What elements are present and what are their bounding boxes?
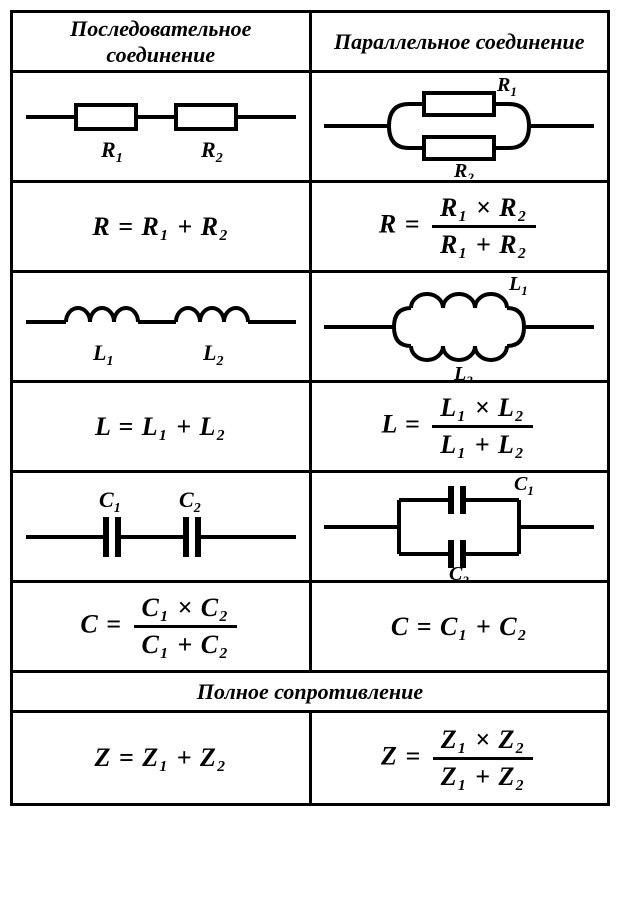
impedance-header-row: Полное сопротивление [13, 673, 607, 713]
l-par-lhs: L = [382, 409, 421, 438]
impedance-series-formula-cell: Z = Z₁ + Z₂ [13, 713, 309, 803]
label-r1-par: R1 [496, 74, 517, 99]
inductor-series-formula: L = L₁ + L₂ [95, 412, 226, 442]
impedance-parallel-formula: Z = Z₁ × Z₂ Z₁ + Z₂ [381, 725, 537, 792]
inductor-parallel-circuit: L1 L2 [319, 272, 599, 382]
z-par-frac: Z₁ × Z₂ Z₁ + Z₂ [433, 725, 534, 792]
l-par-num: L₁ × L₂ [432, 393, 533, 428]
c-ser-den: C₁ + C₂ [134, 628, 238, 660]
header-series: Последовательное соединение [13, 13, 309, 70]
z-ser-lhs: Z = [95, 743, 135, 772]
header-parallel: Параллельное соединение [309, 13, 608, 70]
impedance-series-formula: Z = Z₁ + Z₂ [95, 743, 227, 773]
impedance-header-text: Полное сопротивление [19, 679, 601, 704]
capacitor-parallel-circuit: C1 C2 [319, 472, 599, 582]
r-par-num: R₁ × R₂ [432, 193, 536, 228]
inductor-parallel-formula: L = L₁ × L₂ L₁ + L₂ [382, 393, 537, 460]
inductor-parallel-svg: L1 L2 [319, 272, 599, 382]
z-ser-rhs: Z₁ + Z₂ [142, 743, 227, 772]
label-l1: L1 [92, 340, 113, 369]
label-l2: L2 [202, 340, 223, 369]
header-series-text: Последовательное соединение [17, 16, 305, 67]
r-par-frac: R₁ × R₂ R₁ + R₂ [432, 193, 536, 260]
capacitor-formulas-row: C = C₁ × C₂ C₁ + C₂ C = C₁ + C₂ [13, 583, 607, 673]
capacitor-parallel-svg: C1 C2 [319, 472, 599, 582]
capacitor-circuits-row: C1 C2 [13, 473, 607, 583]
impedance-parallel-formula-cell: Z = Z₁ × Z₂ Z₁ + Z₂ [309, 713, 608, 803]
resistor-formulas-row: R = R₁ + R₂ R = R₁ × R₂ R₁ + R₂ [13, 183, 607, 273]
label-r2-par: R2 [453, 160, 474, 179]
l-par-frac: L₁ × L₂ L₁ + L₂ [432, 393, 533, 460]
resistor-series-formula: R = R₁ + R₂ [92, 212, 229, 242]
z-par-den: Z₁ + Z₂ [433, 760, 534, 792]
inductor-parallel-formula-cell: L = L₁ × L₂ L₁ + L₂ [309, 383, 608, 470]
inductor-series-cell: L1 L2 [13, 273, 309, 380]
header-row: Последовательное соединение Параллельное… [13, 13, 607, 73]
label-c2-par: C2 [449, 563, 469, 582]
capacitor-series-formula: C = C₁ × C₂ C₁ + C₂ [80, 593, 241, 660]
resistor-parallel-circuit: R1 R2 [319, 74, 599, 179]
inductor-formulas-row: L = L₁ + L₂ L = L₁ × L₂ L₁ + L₂ [13, 383, 607, 473]
c-ser-lhs: C = [80, 609, 122, 638]
l-ser-rhs: L₁ + L₂ [142, 412, 227, 441]
inductor-series-formula-cell: L = L₁ + L₂ [13, 383, 309, 470]
label-r1: R1 [100, 137, 123, 166]
label-r2: R2 [200, 137, 223, 166]
impedance-header-cell: Полное сопротивление [13, 673, 607, 710]
l-par-den: L₁ + L₂ [432, 428, 533, 460]
resistor-parallel-svg: R1 R2 [319, 74, 599, 179]
r-par-lhs: R = [379, 209, 421, 238]
capacitor-parallel-formula-cell: C = C₁ + C₂ [309, 583, 608, 670]
capacitor-series-cell: C1 C2 [13, 473, 309, 580]
label-c2: C2 [179, 487, 201, 516]
resistor-parallel-formula-cell: R = R₁ × R₂ R₁ + R₂ [309, 183, 608, 270]
resistor-parallel-cell: R1 R2 [309, 73, 608, 180]
label-c1-par: C1 [514, 473, 534, 498]
label-c1: C1 [99, 487, 121, 516]
connections-table: Последовательное соединение Параллельное… [10, 10, 610, 806]
resistor-series-cell: R1 R2 [13, 73, 309, 180]
resistor-series-circuit: R1 R2 [21, 82, 301, 172]
inductor-parallel-cell: L1 L2 [309, 273, 608, 380]
resistor-parallel-formula: R = R₁ × R₂ R₁ + R₂ [379, 193, 540, 260]
capacitor-series-formula-cell: C = C₁ × C₂ C₁ + C₂ [13, 583, 309, 670]
r-par-den: R₁ + R₂ [432, 228, 536, 260]
z-par-num: Z₁ × Z₂ [433, 725, 534, 760]
capacitor-parallel-cell: C1 C2 [309, 473, 608, 580]
c-par-lhs: C = [391, 612, 433, 641]
resistor-series-formula-cell: R = R₁ + R₂ [13, 183, 309, 270]
c-ser-num: C₁ × C₂ [134, 593, 238, 628]
c-par-rhs: C₁ + C₂ [440, 612, 528, 641]
r-ser-lhs: R = [92, 212, 134, 241]
capacitor-series-svg: C1 C2 [21, 482, 301, 572]
c-ser-frac: C₁ × C₂ C₁ + C₂ [134, 593, 238, 660]
capacitor-parallel-formula: C = C₁ + C₂ [391, 612, 528, 642]
label-l2-par: L2 [453, 363, 473, 382]
inductor-series-circuit: L1 L2 [21, 282, 301, 372]
label-l1-par: L1 [508, 273, 528, 298]
resistor-circuits-row: R1 R2 [13, 73, 607, 183]
header-parallel-text: Параллельное соединение [334, 29, 585, 54]
inductor-circuits-row: L1 L2 [13, 273, 607, 383]
capacitor-series-circuit: C1 C2 [21, 482, 301, 572]
resistor-series-svg: R1 R2 [21, 82, 301, 172]
z-par-lhs: Z = [381, 741, 421, 770]
r-ser-rhs: R₁ + R₂ [142, 212, 230, 241]
l-ser-lhs: L = [95, 412, 134, 441]
inductor-series-svg: L1 L2 [21, 282, 301, 372]
impedance-formulas-row: Z = Z₁ + Z₂ Z = Z₁ × Z₂ Z₁ + Z₂ [13, 713, 607, 803]
